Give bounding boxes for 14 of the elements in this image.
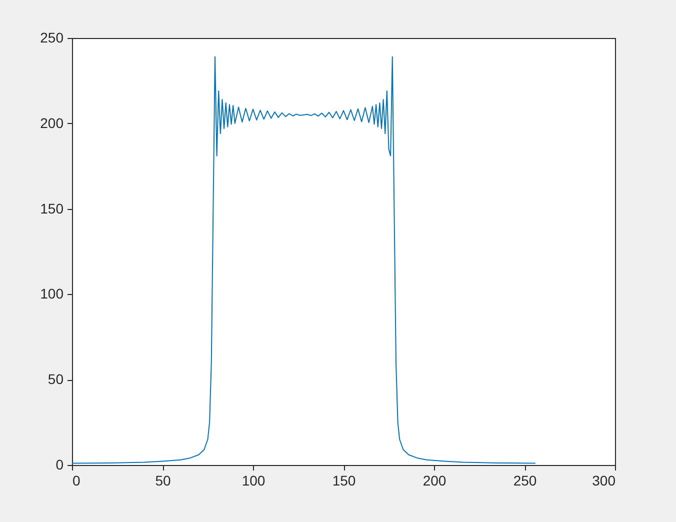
x-tick-label: 250 — [513, 472, 537, 488]
line-series — [72, 56, 536, 464]
y-tick-label: 200 — [40, 114, 64, 131]
y-tick-label: 0 — [56, 456, 64, 472]
y-tick-label: 150 — [40, 200, 64, 216]
y-tick-label: 50 — [48, 371, 64, 388]
x-tick-label: 300 — [592, 472, 616, 488]
x-tick-label: 150 — [332, 472, 356, 488]
x-tick-label: 200 — [422, 472, 446, 488]
x-tick-label: 50 — [155, 472, 171, 488]
x-tick-label: 100 — [242, 472, 266, 488]
y-tick-label: 100 — [40, 286, 64, 302]
x-tick-label: 0 — [72, 472, 80, 488]
y-tick-label: 250 — [40, 30, 64, 46]
